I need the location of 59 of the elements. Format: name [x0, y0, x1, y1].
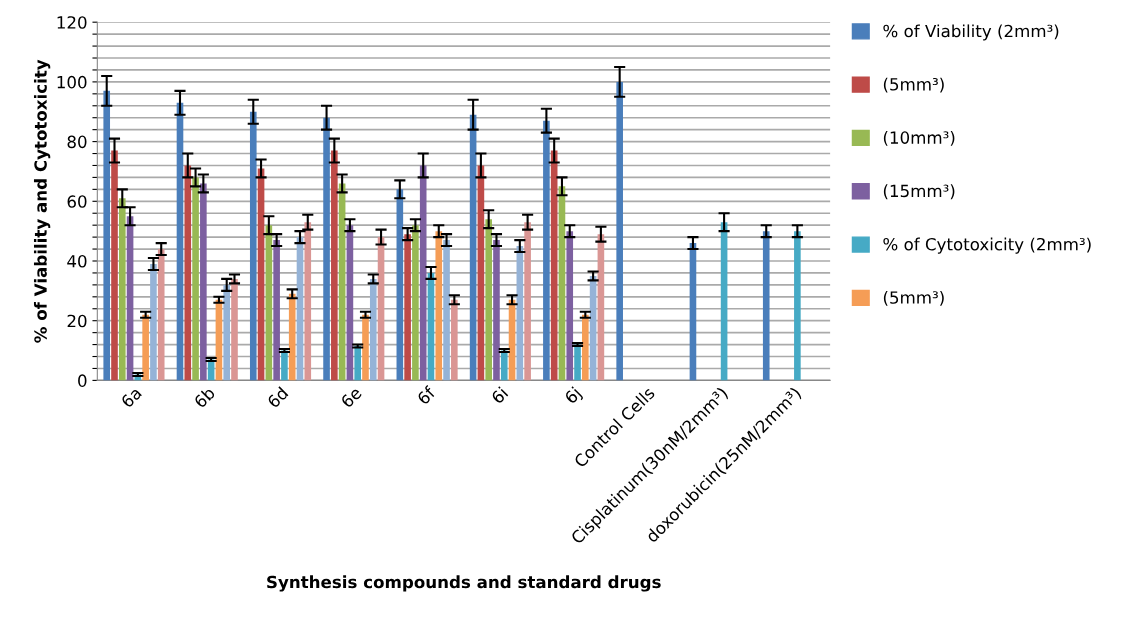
y-tick-label: 40: [67, 254, 87, 268]
bar: [192, 177, 199, 381]
y-tick-label: 20: [67, 314, 87, 328]
x-tick-label: 6e: [340, 386, 363, 409]
bar: [419, 165, 427, 381]
bar: [369, 278, 377, 381]
bar: [485, 219, 492, 381]
bar: [150, 263, 157, 381]
bar: [500, 350, 508, 381]
bar: [543, 120, 550, 381]
y-tick-label: 60: [67, 195, 87, 208]
bar: [323, 117, 330, 381]
bar: [273, 240, 280, 381]
bar: [794, 231, 801, 381]
bar: [231, 278, 238, 381]
bar: [574, 344, 581, 381]
bar: [223, 284, 231, 381]
y-tick-label: 80: [67, 135, 87, 149]
bar: [435, 231, 443, 381]
bar: [493, 240, 500, 381]
x-tick-label: 6i: [490, 386, 509, 405]
legend-label: (5mm³): [883, 290, 944, 306]
bar: [566, 231, 574, 381]
bar: [404, 234, 411, 381]
y-tick-label: 0: [78, 374, 87, 387]
bar: [362, 314, 369, 381]
bar: [103, 90, 111, 381]
bar: [281, 350, 288, 381]
bar: [304, 222, 312, 381]
bar: [616, 81, 623, 381]
legend-label: % of Viability (2mm³): [883, 24, 1059, 41]
bar: [524, 222, 531, 381]
bar: [331, 150, 338, 381]
x-tick-label: 6d: [266, 386, 289, 409]
x-tick-label: 6a: [120, 386, 143, 409]
bar: [200, 183, 207, 381]
bar: [118, 198, 126, 381]
legend-label: (10mm³): [883, 131, 955, 146]
bar: [249, 111, 257, 381]
bar: [762, 231, 770, 381]
bar: [582, 314, 589, 381]
legend-label: % of Cytotoxicity (2mm³): [883, 237, 1091, 254]
legend-label: (15mm³): [883, 184, 955, 200]
bar: [451, 299, 458, 381]
bar: [443, 240, 450, 381]
y-axis-title: % of Viability and Cytotoxicity: [33, 59, 51, 343]
y-tick-label: 100: [57, 75, 87, 89]
bar: [354, 346, 362, 381]
bar: [184, 165, 192, 381]
x-axis-title: Synthesis compounds and standard drugs: [267, 575, 661, 592]
bar: [111, 150, 118, 381]
legend-label: (5mm³): [883, 77, 944, 93]
bar: [412, 225, 419, 381]
x-tick-label: 6b: [193, 385, 216, 409]
bar: [157, 249, 165, 381]
y-tick-label: 120: [57, 16, 87, 29]
bar: [142, 314, 149, 381]
bar: [288, 293, 296, 381]
x-tick-label: 6f: [416, 385, 437, 406]
